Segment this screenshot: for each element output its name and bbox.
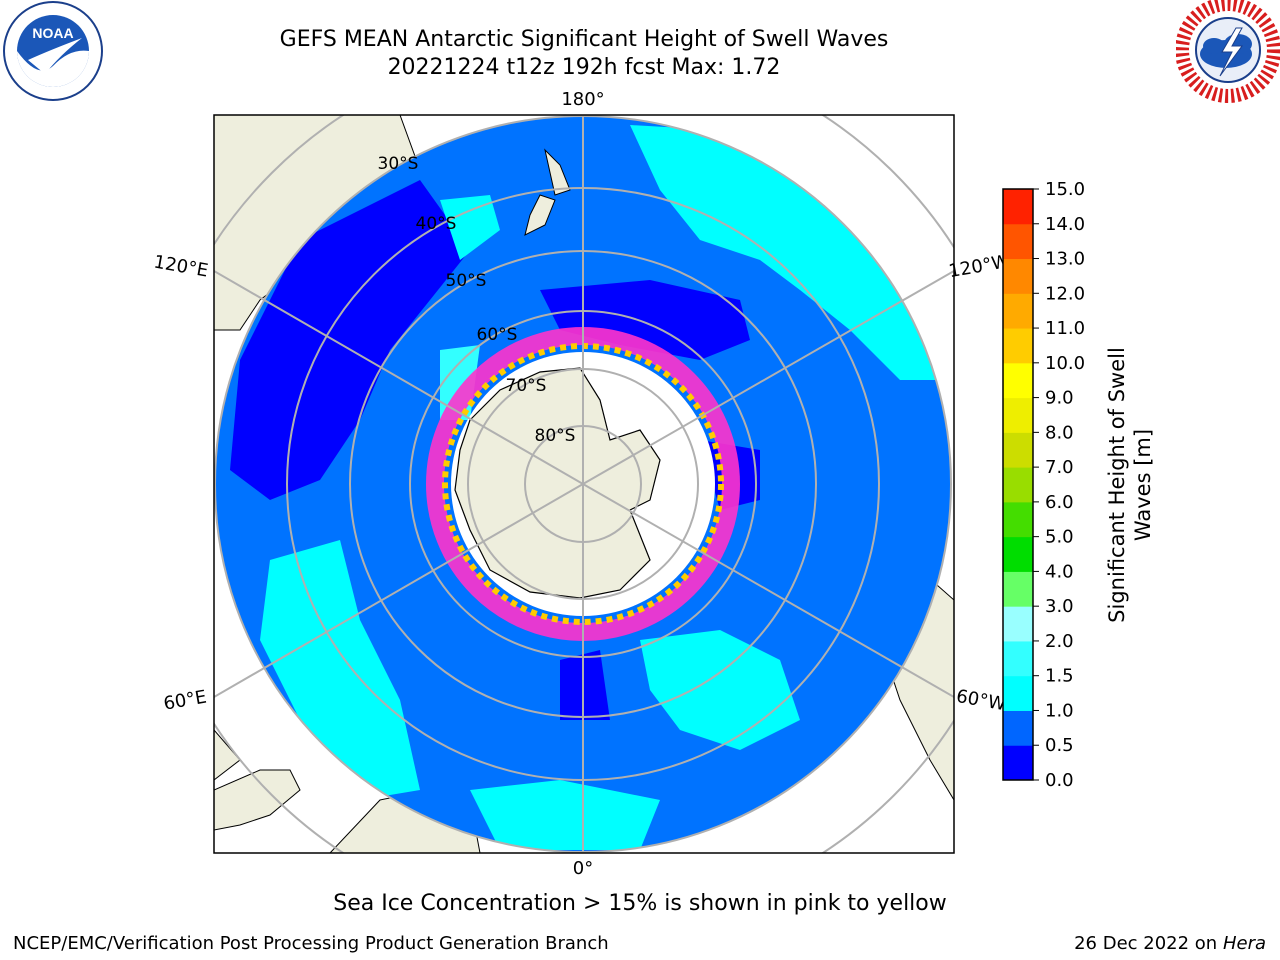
colorbar-swatch (1003, 328, 1033, 364)
lon-label-60w: 60°W (955, 686, 1008, 715)
swell-region-indian (260, 540, 420, 800)
colorbar-tick-label: 10.0 (1045, 353, 1085, 374)
colorbar-border (1002, 188, 1034, 781)
graticule (214, 115, 954, 853)
colorbar-tick-label: 5.0 (1045, 527, 1074, 548)
colorbar-tick-label: 3.0 (1045, 596, 1074, 617)
colorbar-swatch (1003, 745, 1033, 781)
colorbar-tick-label: 1.0 (1045, 700, 1074, 721)
colorbar-tick-label: 12.0 (1045, 283, 1085, 304)
new-zealand-north (544, 148, 571, 196)
colorbar-tick-label: 15.0 (1045, 179, 1085, 200)
low-swell-region-south-pacific (540, 280, 750, 360)
colorbar-tick-label: 6.0 (1045, 492, 1074, 513)
colorbar-tick-label: 8.0 (1045, 422, 1074, 443)
issue-date: 26 Dec 2022 on Hera (1074, 933, 1266, 954)
colorbar-swatch (1003, 606, 1033, 642)
colorbar: 0.0 0.5 1.0 1.5 2.0 3.0 4.0 5.0 6.0 7.0 8.0 9.0 10.0… (1002, 179, 1085, 791)
colorbar-label-line1: Significant Height of Swell (1105, 347, 1129, 623)
lat-label-60s: 60°S (477, 325, 518, 345)
colorbar-label-line2: Waves [m] (1131, 429, 1155, 541)
colorbar-swatch (1003, 432, 1033, 468)
colorbar-tick-label: 0.5 (1045, 735, 1074, 756)
lat-label-40s: 40°S (416, 214, 457, 234)
lon-label-0: 0° (573, 858, 593, 879)
chart-title: GEFS MEAN Antarctic Significant Height o… (279, 27, 889, 52)
credit-text: NCEP/EMC/Verification Post Processing Pr… (13, 933, 609, 954)
madagascar-landmass (214, 769, 301, 831)
machine-name: Hera (1222, 933, 1266, 954)
colorbar-tick-label: 13.0 (1045, 249, 1085, 270)
colorbar-swatch (1003, 536, 1033, 572)
lon-label-120e: 120°E (152, 251, 210, 281)
lat-label-30s: 30°S (378, 154, 419, 174)
colorbar-tick-label: 4.0 (1045, 561, 1074, 582)
colorbar-swatch (1003, 710, 1033, 746)
colorbar-swatch (1003, 571, 1033, 607)
lat-label-50s: 50°S (446, 271, 487, 291)
colorbar-swatch (1003, 675, 1033, 711)
swell-region-pacific (630, 125, 940, 380)
swell-region-atlantic (640, 630, 800, 750)
colorbar-tick-label: 7.0 (1045, 457, 1074, 478)
colorbar-tick-label: 9.0 (1045, 388, 1074, 409)
colorbar-swatch (1003, 293, 1033, 329)
colorbar-tick-label: 2.0 (1045, 631, 1074, 652)
noaa-logo: NOAA (3, 1, 103, 101)
colorbar-tick-label: 11.0 (1045, 318, 1085, 339)
colorbar-swatch (1003, 189, 1033, 225)
colorbar-swatch (1003, 258, 1033, 294)
lon-label-60e: 60°E (162, 686, 208, 714)
new-zealand-south (524, 194, 556, 236)
colorbar-swatch (1003, 501, 1033, 538)
sea-ice-note: Sea Ice Concentration > 15% is shown in … (333, 891, 947, 916)
colorbar-swatch (1003, 397, 1033, 433)
map-frame (213, 114, 955, 854)
lat-label-70s: 70°S (506, 376, 547, 396)
noaa-logo-text: NOAA (32, 25, 73, 41)
chart-subtitle: 20221224 t12z 192h fcst Max: 1.72 (387, 55, 781, 80)
colorbar-swatch (1003, 640, 1033, 677)
colorbar-tick-label: 14.0 (1045, 214, 1085, 235)
lon-label-120w: 120°W (947, 251, 1011, 282)
colorbar-tick-label: 0.0 (1045, 770, 1074, 791)
lat-label-80s: 80°S (535, 426, 576, 446)
date-text: 26 Dec 2022 on (1074, 933, 1218, 954)
colorbar-swatch (1003, 362, 1033, 399)
lon-label-180: 180° (561, 89, 604, 110)
colorbar-swatch (1003, 223, 1033, 260)
colorbar-swatch (1003, 467, 1033, 503)
colorbar-tick-label: 1.5 (1045, 666, 1074, 687)
nws-logo (1176, 0, 1280, 103)
